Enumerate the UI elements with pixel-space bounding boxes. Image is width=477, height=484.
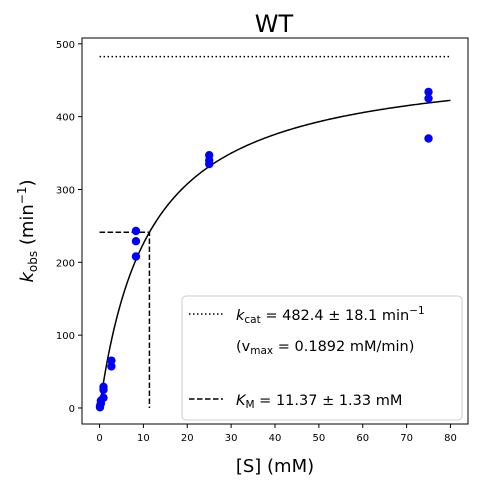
y-axis-label: kobs (min−1) [15,179,40,282]
x-tick-label: 30 [225,433,238,444]
data-point [424,94,433,103]
x-tick-label: 20 [181,433,194,444]
y-tick-label: 200 [56,258,75,269]
fit-curve [98,99,451,409]
data-point [107,362,116,371]
plot-area [95,55,451,412]
x-tick-label: 50 [312,433,325,444]
data-point [107,356,116,365]
data-point [131,252,141,261]
data-point [424,87,433,97]
plot-frame [81,37,469,425]
data-point [131,226,141,236]
x-tick-label: 70 [400,433,413,444]
legend-entry-km: KM = 11.37 ± 1.33 mM [236,393,402,411]
data-point [99,393,108,402]
x-tick-label: 60 [356,433,369,444]
legend: kcat = 482.4 ± 18.1 min−1 (vmax = 0.1892… [181,295,463,421]
data-point [205,151,214,160]
legend-entry-vmax: (vmax = 0.1892 mM/min) [236,339,414,357]
chart-title: WT [255,10,294,38]
x-tick-label: 40 [269,433,282,444]
x-axis-label: [S] (mM) [236,456,314,477]
data-point [99,382,108,392]
y-tick-label: 100 [56,331,75,342]
legend-entry-kcat: kcat = 482.4 ± 18.1 min−1 [236,305,425,326]
y-tick-label: 300 [56,185,75,196]
x-tick-label: 10 [137,433,150,444]
y-tick-label: 400 [56,113,75,124]
legend-box [181,295,463,421]
y-tick-label: 0 [69,404,75,415]
km-guide-line [99,231,151,408]
axis-ticks: 0 10 20 30 40 50 60 70 80 0 100 200 300 400 500 [56,40,457,444]
data-point [131,236,141,246]
y-tick-label: 500 [56,40,75,51]
x-tick-label: 0 [96,433,102,444]
data-point [424,134,433,143]
x-tick-label: 80 [444,433,457,444]
